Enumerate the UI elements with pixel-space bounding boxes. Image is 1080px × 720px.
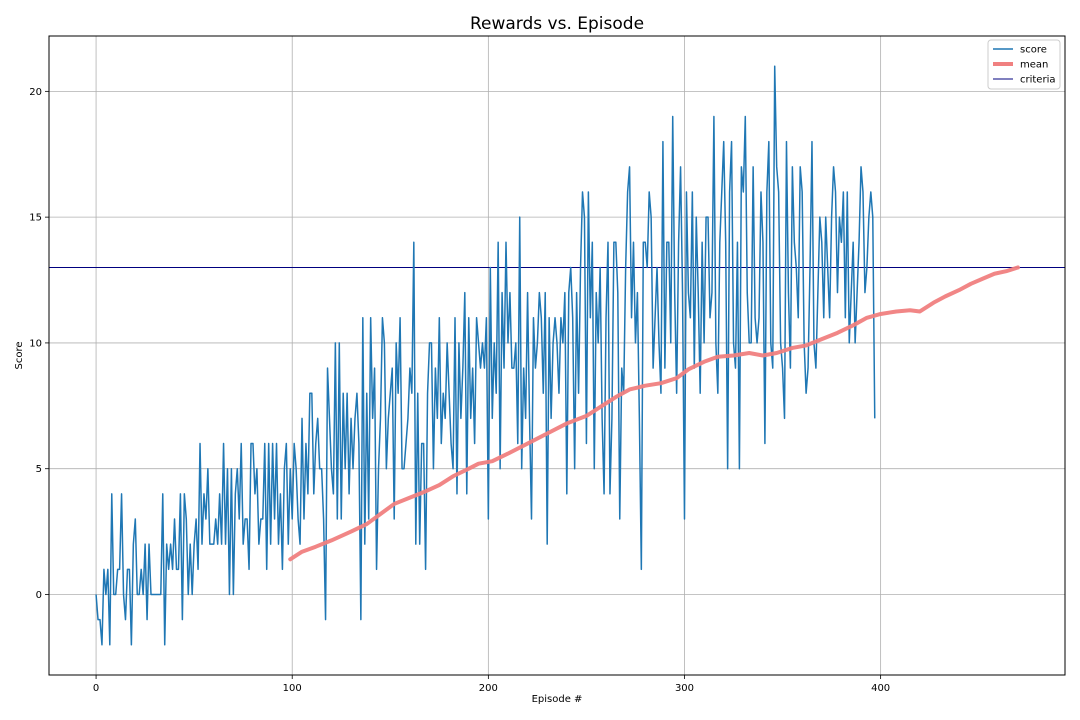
x-axis-label: Episode # [532, 694, 583, 705]
gridlines [49, 36, 1065, 675]
y-tick-label: 0 [36, 590, 42, 601]
x-tick-label: 100 [283, 683, 302, 694]
legend: score mean criteria [987, 39, 1061, 90]
y-axis-ticks: 0 5 10 15 20 [29, 87, 49, 601]
legend-label-criteria: criteria [1020, 75, 1055, 86]
chart-title: Rewards vs. Episode [470, 14, 644, 34]
x-tick-label: 0 [93, 683, 99, 694]
legend-box [987, 39, 1061, 90]
y-tick-label: 10 [29, 338, 42, 349]
score-line [95, 65, 876, 646]
mean-series [288, 265, 1020, 562]
legend-label-mean: mean [1020, 60, 1048, 71]
plot-frame [48, 35, 1066, 676]
y-tick-label: 15 [29, 213, 42, 224]
x-tick-label: 200 [479, 683, 498, 694]
x-tick-label: 400 [871, 683, 890, 694]
y-tick-label: 5 [36, 464, 42, 475]
y-axis-label: Score [14, 341, 25, 369]
x-axis-ticks: 0 100 200 300 400 [93, 675, 890, 694]
x-tick-label: 300 [675, 683, 694, 694]
score-series [95, 65, 876, 646]
y-tick-label: 20 [29, 87, 42, 98]
mean-line [288, 265, 1020, 562]
legend-label-score: score [1020, 45, 1047, 56]
